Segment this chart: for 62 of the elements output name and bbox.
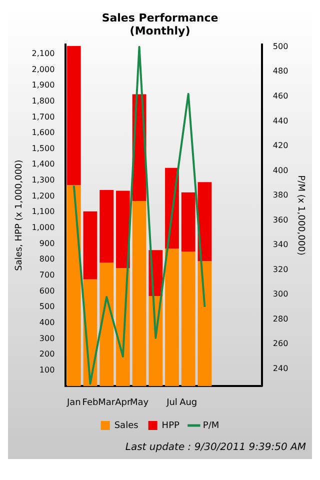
y2-tick-label: 400	[272, 166, 288, 175]
x-tick-label: Jul	[166, 398, 178, 408]
bar	[83, 211, 98, 280]
y2-tick-label: 320	[272, 264, 288, 274]
y-tick-label: 1,000	[32, 223, 55, 232]
y-tick-label: 1,600	[32, 128, 55, 138]
y2-tick-label: 500	[272, 42, 288, 51]
y-tick-label: 1,900	[32, 80, 55, 90]
y-tick-label: 700	[39, 270, 55, 280]
bar	[198, 182, 212, 262]
y-axis-title: Sales, HPP (x 1,000,000)	[14, 160, 25, 271]
y-tick-label: 2,100	[32, 48, 55, 58]
chart-subtitle: (Monthly)	[130, 24, 190, 38]
bar	[181, 252, 196, 386]
y-tick-label: 1,800	[32, 96, 55, 106]
y2-axis-title: P/M (x 1,000,000)	[295, 175, 306, 256]
y2-tick-label: 440	[272, 116, 288, 126]
legend-label: Sales	[114, 420, 139, 431]
y-tick-label: 1,200	[32, 191, 55, 200]
y-tick-label: 1,500	[32, 144, 55, 153]
text: Last update : 9/30/2011 9:39:50 AM	[124, 441, 307, 455]
y2-tick-label: 300	[272, 290, 288, 299]
y-tick-label: 1,100	[32, 207, 55, 216]
chart-title: Sales Performance	[102, 11, 218, 24]
y-tick-label: 500	[39, 302, 55, 312]
y2-tick-label: 380	[272, 190, 288, 200]
x-tick-label: May	[130, 398, 150, 408]
y-tick-label: 900	[39, 238, 55, 248]
x-tick-label: Feb	[82, 398, 98, 408]
y-tick-label: 800	[39, 254, 55, 264]
bar	[116, 190, 130, 268]
bar	[66, 185, 81, 386]
y-tick-label: 1,300	[32, 176, 55, 185]
x-tick-label: Apr	[115, 398, 132, 408]
x-tick-label: Jan	[66, 398, 81, 408]
bar	[198, 261, 212, 386]
bar	[100, 262, 114, 386]
y2-tick-label: 360	[272, 215, 288, 224]
y2-tick-label: 240	[272, 364, 288, 373]
bar	[181, 192, 196, 252]
y-tick-label: 2,000	[32, 64, 55, 74]
y-tick-label: 1,700	[32, 112, 55, 122]
y-tick-label: 100	[39, 365, 55, 374]
y-tick-label: 300	[39, 334, 55, 343]
bar	[132, 201, 146, 386]
y2-tick-label: 460	[272, 91, 288, 100]
y-tick-label: 1,400	[32, 160, 55, 169]
bar	[165, 248, 179, 386]
y-tick-label: 400	[39, 318, 55, 327]
y2-tick-label: 260	[272, 339, 288, 348]
y-tick-label: 200	[39, 350, 55, 359]
bar	[66, 46, 81, 186]
x-tick-label: Aug	[180, 398, 198, 408]
legend-label: P/M	[202, 420, 220, 431]
y2-tick-label: 420	[272, 141, 288, 150]
y2-tick-label: 480	[272, 66, 288, 76]
x-tick-label: Mar	[98, 398, 116, 408]
bar	[100, 190, 114, 263]
legend-label: HPP	[162, 420, 180, 431]
y2-tick-label: 340	[272, 240, 288, 250]
y2-tick-label: 280	[272, 314, 288, 324]
y-tick-label: 600	[39, 286, 55, 296]
